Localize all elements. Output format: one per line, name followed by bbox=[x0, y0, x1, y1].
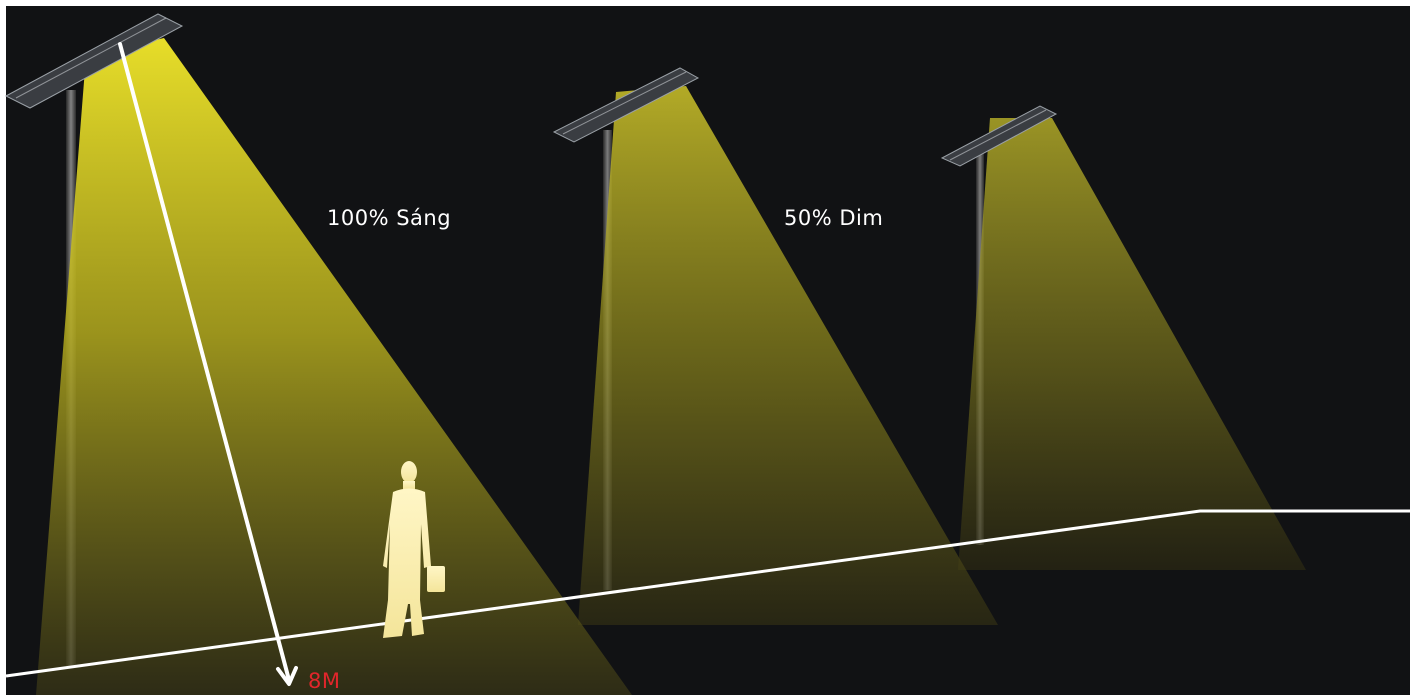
middle-street-lamp bbox=[552, 67, 998, 625]
far-solar-panel bbox=[940, 105, 1058, 167]
near-light-beam bbox=[36, 38, 632, 695]
person-silhouette bbox=[383, 461, 445, 638]
height-arrow bbox=[118, 42, 298, 686]
full-brightness-label: 100% Sáng bbox=[327, 206, 452, 230]
middle-solar-panel bbox=[552, 67, 700, 143]
far-street-lamp bbox=[940, 105, 1306, 570]
dimmed-brightness-label: 50% Dim bbox=[784, 206, 884, 230]
mounting-height-label: 8M bbox=[308, 669, 341, 693]
middle-light-beam bbox=[578, 86, 998, 625]
near-solar-panel bbox=[4, 13, 184, 109]
far-light-beam bbox=[958, 118, 1306, 570]
near-street-lamp bbox=[4, 13, 632, 695]
